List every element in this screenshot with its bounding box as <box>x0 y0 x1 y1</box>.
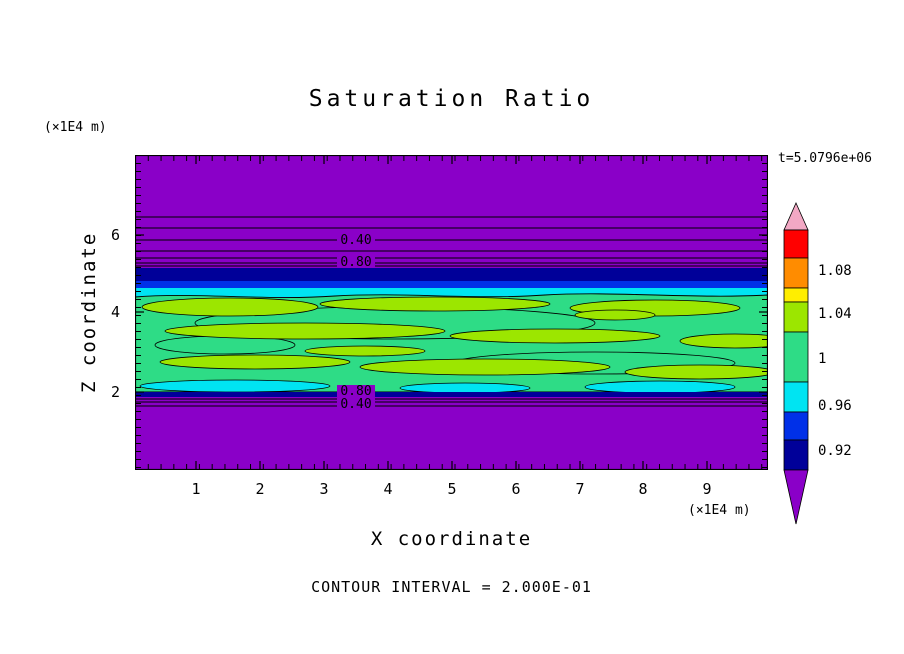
supersaturated-lenses <box>141 296 768 380</box>
contour-label-lower-080: 0.80 <box>340 384 371 399</box>
x-tick-label: 6 <box>511 480 521 498</box>
x-tick-label: 1 <box>191 480 201 498</box>
band-navy-upper <box>135 268 768 281</box>
major-ticks <box>135 155 768 470</box>
z-tick-label: 6 <box>110 226 120 244</box>
z-axis-units: (×1E4 m) <box>44 120 107 135</box>
band-blue-upper <box>135 281 768 288</box>
contour-label-lower-040: 0.40 <box>340 397 371 412</box>
time-label: t=5.0796e+06 <box>778 151 872 166</box>
colorbar-label: 0.96 <box>818 398 852 414</box>
z-tick-label: 4 <box>110 303 120 321</box>
colorbar-label: 1.04 <box>818 306 852 322</box>
colorbar-segments <box>783 229 809 471</box>
colorbar-label: 1 <box>818 351 826 367</box>
x-axis-units: (×1E4 m) <box>688 503 751 518</box>
colorbar: 1.08 1.04 1 0.96 0.92 <box>783 202 852 525</box>
x-tick-label: 8 <box>638 480 648 498</box>
plot-frame <box>135 155 768 470</box>
colorbar-label: 0.92 <box>818 443 852 459</box>
colorbar-top-arrow <box>783 202 809 231</box>
page-title: Saturation Ratio <box>308 86 595 112</box>
x-tick-label: 7 <box>575 480 585 498</box>
x-tick-label: 3 <box>319 480 329 498</box>
band-navy-lower <box>135 392 768 397</box>
x-axis-label: X coordinate <box>370 528 533 550</box>
x-tick-label: 4 <box>383 480 393 498</box>
x-tick-label: 9 <box>702 480 712 498</box>
contour-interval-label: CONTOUR INTERVAL = 2.000E-01 <box>311 578 592 596</box>
lower-contour-lines <box>135 398 768 407</box>
contour-label-upper-080: 0.80 <box>340 255 371 270</box>
contour-label-upper-040: 0.40 <box>340 233 371 248</box>
colorbar-label: 1.08 <box>818 263 852 279</box>
x-tick-label: 5 <box>447 480 457 498</box>
contour-plot: 0.40 0.80 0.80 0.40 <box>135 155 768 470</box>
upper-contour-lines <box>135 216 768 267</box>
region-unsaturated-lower <box>135 397 768 470</box>
band-cyan-upper <box>135 288 768 297</box>
colorbar-bottom-arrow <box>783 469 809 525</box>
z-tick-label: 2 <box>110 383 120 401</box>
colorbar-labels: 1.08 1.04 1 0.96 0.92 <box>818 263 852 459</box>
contour-line-labels: 0.40 0.80 0.80 0.40 <box>337 233 375 412</box>
x-tick-label: 2 <box>255 480 265 498</box>
